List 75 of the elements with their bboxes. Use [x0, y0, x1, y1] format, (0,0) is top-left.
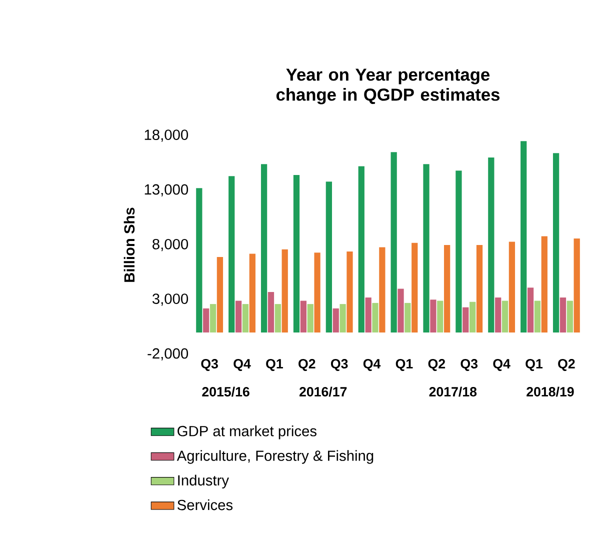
bar — [560, 297, 566, 332]
y-tick-label: 8,000 — [152, 238, 188, 252]
bar — [566, 300, 573, 332]
bar — [274, 304, 281, 332]
x-tick-label: Q4 — [234, 359, 251, 371]
y-tick-label: -2,000 — [148, 348, 188, 360]
chart-title: Year on Year percentage change in QGDP estimates — [276, 68, 500, 104]
bar — [282, 249, 288, 332]
bar — [203, 308, 210, 332]
bar — [430, 300, 436, 332]
x-tick-label: Q3 — [201, 359, 218, 371]
y-tick-label: 3,000 — [152, 294, 188, 306]
x-tick-label: Q1 — [266, 359, 283, 371]
bar — [520, 141, 527, 332]
bar — [390, 152, 397, 332]
y-axis-title: Billion Shs — [124, 208, 135, 282]
bar — [372, 302, 378, 332]
bar — [412, 242, 418, 332]
bar — [228, 176, 235, 332]
bar — [314, 252, 320, 332]
bar — [365, 297, 372, 332]
x-tick-label: Q4 — [363, 359, 381, 371]
bar — [476, 245, 483, 332]
bar — [470, 302, 476, 332]
legend-label: Industry — [178, 474, 229, 488]
bar — [260, 164, 268, 332]
bar — [552, 153, 560, 332]
text: 2016/17 — [299, 386, 347, 397]
x-tick-label: Q3 — [330, 359, 348, 371]
bar — [196, 188, 202, 332]
bar — [527, 288, 534, 332]
x-tick-label: Q1 — [396, 359, 413, 371]
bar — [574, 238, 580, 332]
legend-label: GDP at market prices — [178, 426, 316, 440]
bar — [300, 300, 306, 332]
bar — [488, 158, 494, 332]
bar — [444, 245, 450, 332]
bar — [358, 166, 364, 332]
legend-label: Services — [178, 499, 233, 510]
text: 2015/16 — [202, 386, 250, 397]
x-tick-label: Q4 — [493, 359, 510, 371]
bar — [216, 257, 224, 332]
x-tick-label: Q1 — [526, 359, 543, 371]
bar — [398, 288, 404, 332]
bar — [502, 300, 508, 332]
bar — [495, 297, 502, 332]
y-tick-label: 18,000 — [144, 130, 188, 142]
bar — [437, 300, 444, 332]
y-tick-label: 13,000 — [144, 184, 188, 196]
bar — [268, 292, 274, 332]
x-tick-label: Q2 — [298, 359, 316, 371]
bar — [541, 236, 548, 332]
bar — [534, 300, 541, 332]
bar — [332, 308, 339, 332]
bar — [423, 164, 430, 332]
x-tick-label: Q2 — [428, 359, 446, 371]
bar — [249, 254, 256, 332]
bar — [235, 300, 242, 332]
legend-label: Agriculture, Forestry & Fishing — [176, 450, 374, 464]
bar — [210, 304, 216, 332]
bar — [456, 170, 462, 332]
bar — [307, 304, 314, 332]
x-tick-label: Q3 — [460, 359, 478, 371]
text: 2017/18 — [429, 386, 477, 397]
text: 2018/19 — [526, 386, 574, 397]
bar — [326, 182, 332, 332]
bar — [379, 247, 386, 332]
bar — [508, 242, 516, 332]
x-tick-label: Q2 — [558, 359, 575, 371]
bar — [404, 302, 411, 332]
bar — [242, 304, 249, 332]
bar — [340, 304, 346, 332]
bar — [462, 307, 469, 332]
bar — [346, 252, 353, 332]
bar — [293, 175, 300, 332]
